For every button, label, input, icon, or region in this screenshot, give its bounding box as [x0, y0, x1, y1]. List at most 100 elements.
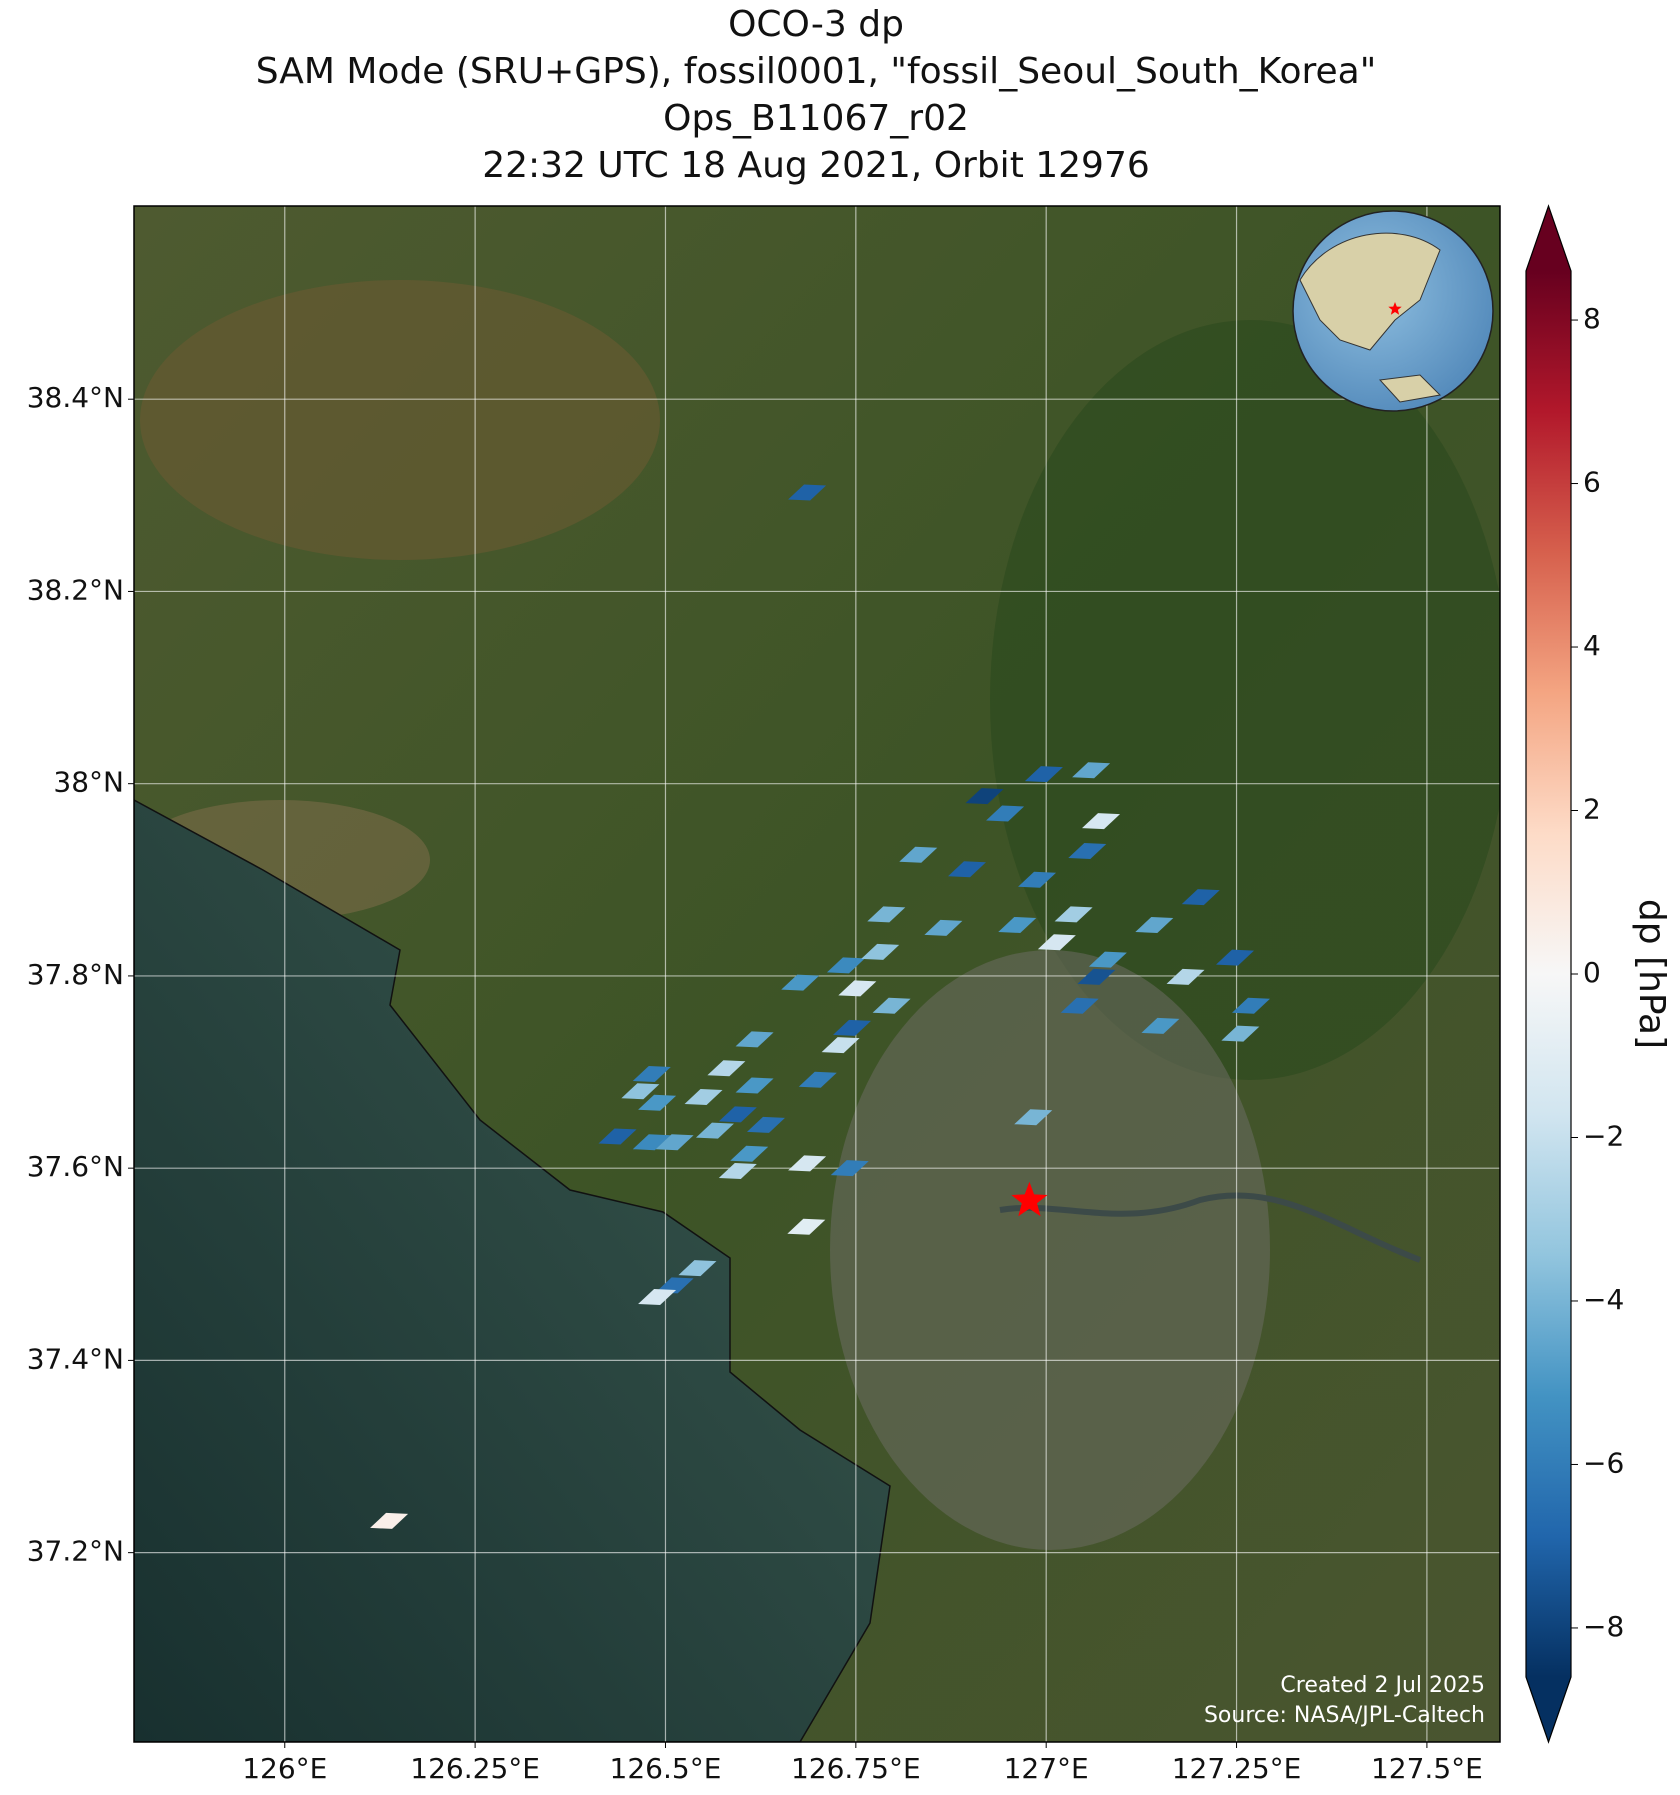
y-tick-label: 37.8°N — [27, 958, 124, 991]
sounding — [781, 974, 820, 991]
sounding — [788, 1155, 827, 1172]
sounding — [1088, 951, 1127, 968]
colorbar-tick-label: 4 — [1583, 629, 1601, 662]
river — [999, 1192, 1422, 1263]
sounding — [1181, 889, 1220, 906]
sounding — [655, 1277, 694, 1294]
globe-land — [1299, 232, 1441, 351]
sounding — [1068, 842, 1107, 859]
sounding — [1037, 934, 1076, 951]
sounding — [746, 1116, 785, 1133]
y-tick-label: 38°N — [53, 766, 124, 799]
sounding — [730, 1145, 769, 1162]
y-tick-label: 37.2°N — [27, 1535, 124, 1568]
sounding — [861, 943, 900, 960]
sounding — [632, 1134, 671, 1151]
sounding — [655, 1134, 694, 1151]
colorbar-extend — [1526, 1677, 1571, 1742]
target-star — [1011, 1181, 1048, 1217]
sounding — [798, 1071, 837, 1088]
sounding — [1018, 871, 1057, 888]
title-line: OCO-3 dp — [728, 4, 904, 45]
sounding — [598, 1128, 637, 1145]
sounding — [872, 997, 911, 1014]
sounding — [684, 1089, 723, 1106]
sounding — [718, 1106, 757, 1123]
y-tick-label: 38.2°N — [27, 573, 124, 606]
colorbar-tick-label: −2 — [1583, 1119, 1624, 1152]
sounding — [998, 916, 1037, 933]
sounding — [899, 846, 938, 863]
title-line: SAM Mode (SRU+GPS), fossil0001, "fossil_… — [256, 51, 1377, 92]
colorbar-tick-label: −8 — [1583, 1610, 1624, 1643]
x-tick-label: 127°E — [1004, 1752, 1089, 1785]
sounding — [1014, 1109, 1053, 1126]
sounding — [1141, 1017, 1180, 1034]
y-tick-label: 37.4°N — [27, 1342, 124, 1375]
x-tick-label: 126°E — [242, 1752, 327, 1785]
sounding — [867, 906, 906, 923]
title-line: Ops_B11067_r02 — [663, 98, 969, 139]
sounding — [1216, 949, 1255, 966]
sounding — [1221, 1025, 1260, 1042]
globe-star — [1388, 302, 1402, 315]
colorbar-frame — [1525, 204, 1572, 1744]
sounding — [621, 1083, 660, 1100]
map-frame — [133, 205, 1501, 1743]
sounding — [735, 1031, 774, 1048]
y-tick-label: 37.6°N — [27, 1150, 124, 1183]
sounding — [787, 1218, 826, 1235]
sounding — [1060, 997, 1099, 1014]
sea — [134, 799, 891, 1742]
sounding — [1024, 766, 1063, 783]
sounding — [370, 1512, 409, 1529]
x-tick-label: 126.75°E — [791, 1752, 921, 1785]
terrain — [140, 280, 660, 560]
sounding — [718, 1163, 757, 1180]
sounding — [1232, 997, 1271, 1014]
sounding — [826, 957, 865, 974]
sounding — [1082, 813, 1121, 830]
colorbar-tick-label: 0 — [1583, 956, 1601, 989]
x-tick-label: 126.25°E — [410, 1752, 540, 1785]
credit: Created 2 Jul 2025 — [1280, 1673, 1485, 1698]
title-line: 22:32 UTC 18 Aug 2021, Orbit 12976 — [482, 145, 1150, 186]
sounding — [1135, 916, 1174, 933]
sounding — [1166, 968, 1205, 985]
terrain — [990, 320, 1500, 1080]
sounding — [695, 1122, 734, 1139]
sounding — [638, 1288, 677, 1305]
grid — [134, 206, 1500, 1742]
sounding — [788, 484, 827, 501]
sounding — [1077, 968, 1116, 985]
x-tick-label: 126.5°E — [610, 1752, 722, 1785]
sounding — [830, 1160, 869, 1177]
sounding — [735, 1077, 774, 1094]
colorbar-extend — [1526, 206, 1571, 271]
colorbar-tick-label: 8 — [1583, 302, 1601, 335]
sounding — [638, 1094, 677, 1111]
sounding — [833, 1019, 872, 1036]
y-tick-label: 38.4°N — [27, 381, 124, 414]
sounding — [707, 1060, 746, 1077]
sounding — [965, 788, 1004, 805]
basemap — [134, 206, 1500, 1742]
sounding — [948, 861, 987, 878]
urban — [830, 950, 1270, 1550]
colorbar-tick-label: −6 — [1583, 1446, 1624, 1479]
sounding — [1054, 906, 1093, 923]
sounding — [678, 1260, 717, 1277]
credit: Source: NASA/JPL-Caltech — [1204, 1703, 1485, 1728]
globe-land — [1378, 374, 1442, 403]
sounding — [924, 919, 963, 936]
sounding — [821, 1037, 860, 1054]
colorbar — [1526, 271, 1571, 1677]
x-tick-label: 127.5°E — [1371, 1752, 1483, 1785]
colorbar-tick-label: 2 — [1583, 793, 1601, 826]
colorbar-tick-label: −4 — [1583, 1283, 1624, 1316]
soundings — [370, 484, 1271, 1529]
x-tick-label: 127.25°E — [1172, 1752, 1302, 1785]
sounding — [632, 1065, 671, 1082]
sounding — [1072, 762, 1111, 779]
colorbar-label: dp [hPa] — [1631, 899, 1672, 1049]
